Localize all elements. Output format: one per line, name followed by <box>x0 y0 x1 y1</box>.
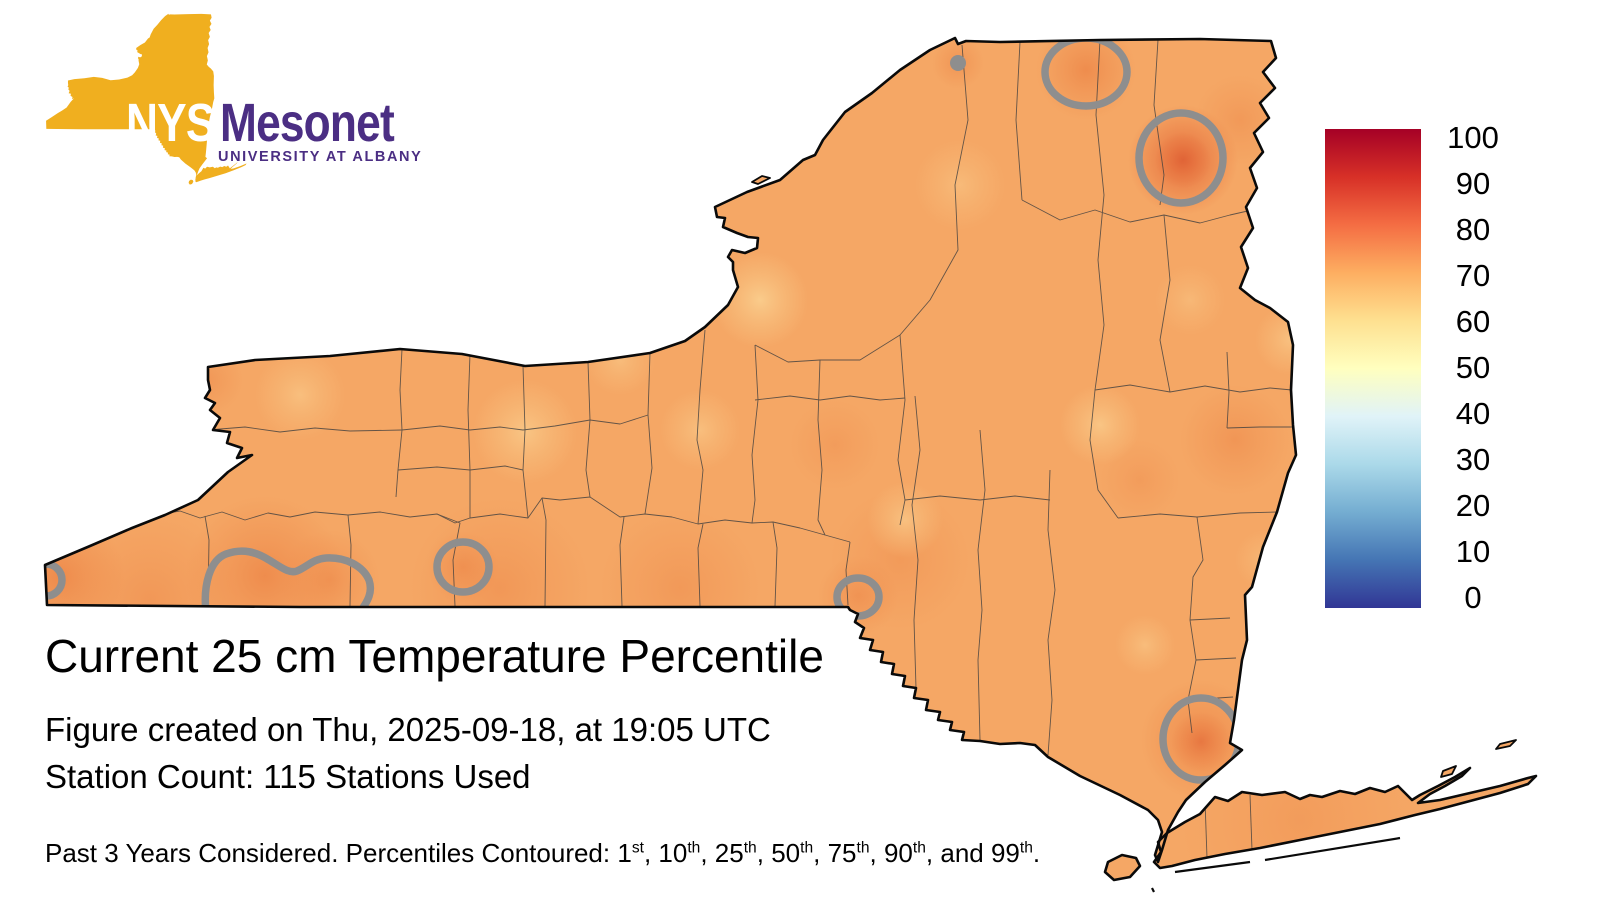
colorbar-tick: 30 <box>1455 442 1491 477</box>
colorbar-tick: 80 <box>1455 212 1491 247</box>
colorbar <box>1325 129 1421 608</box>
barrier-island-line <box>1264 836 1401 862</box>
footnote-prefix: Past 3 Years Considered. Percentiles Con… <box>45 838 618 868</box>
colorbar-tick: 90 <box>1455 166 1491 201</box>
colorbar-tick-labels: 100 90 80 70 60 50 40 30 20 10 0 <box>1432 120 1514 615</box>
logo-nys-text: NYS <box>126 93 215 153</box>
colorbar-tick: 0 <box>1464 580 1482 615</box>
footnote: Past 3 Years Considered. Percentiles Con… <box>45 838 1041 868</box>
colorbar-tick: 10 <box>1455 534 1491 569</box>
colorbar-tick: 20 <box>1455 488 1491 523</box>
logo-wordmark: NYS Mesonet <box>126 96 432 150</box>
created-timestamp: Figure created on Thu, 2025-09-18, at 19… <box>45 711 771 748</box>
small-island-mark <box>1151 887 1155 893</box>
logo-university-text: UNIVERSITY AT ALBANY <box>218 149 423 165</box>
station-count: Station Count: 115 Stations Used <box>45 758 531 795</box>
figure-title: Current 25 cm Temperature Percentile <box>45 630 824 682</box>
state-outline <box>43 36 1538 893</box>
colorbar-tick: 50 <box>1455 350 1491 385</box>
logo-mesonet-text: Mesonet <box>220 93 395 153</box>
colorbar-tick: 100 <box>1447 120 1499 155</box>
colorbar-tick: 70 <box>1455 258 1491 293</box>
barrier-island-line <box>1174 860 1251 874</box>
colorbar-tick: 60 <box>1455 304 1491 339</box>
colorbar-tick: 40 <box>1455 396 1491 431</box>
county-boundaries <box>149 39 1293 859</box>
